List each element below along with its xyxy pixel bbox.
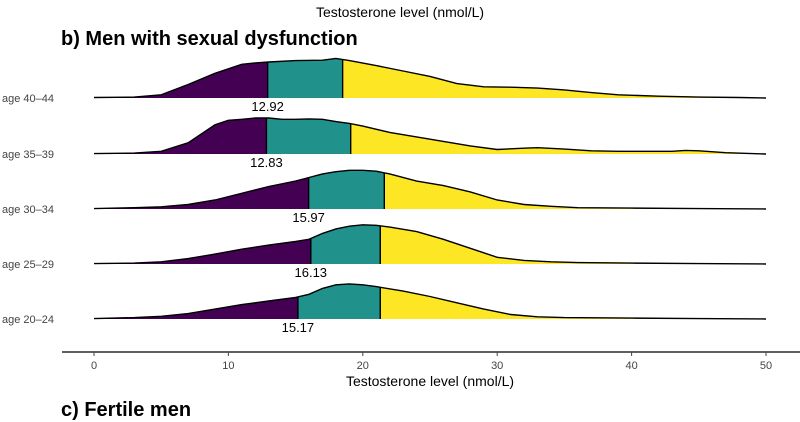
ridge-high-band xyxy=(342,59,766,98)
top-axis-title: Testosterone level (nmol/L) xyxy=(315,4,485,20)
ridge-outline xyxy=(93,283,767,320)
x-tick-label: 30 xyxy=(491,360,503,372)
ridge-mid-band xyxy=(308,170,385,209)
ridge-outline xyxy=(93,224,767,265)
ridge-low-band xyxy=(94,118,267,154)
ridge-outline xyxy=(93,57,767,99)
ridge-high-band xyxy=(350,123,766,154)
ridge-label: age 40–44 xyxy=(2,93,54,105)
x-tick-label: 40 xyxy=(625,360,637,372)
x-tick-label: 20 xyxy=(357,360,369,372)
median-label: 12.83 xyxy=(250,155,283,170)
median-label: 15.17 xyxy=(282,320,315,335)
ridge-low-band xyxy=(94,62,268,98)
panel-b-title: b) Men with sexual dysfunction xyxy=(61,28,358,50)
median-label: 16.13 xyxy=(295,265,328,280)
x-axis-title: Testosterone level (nmol/L) xyxy=(346,373,514,389)
ridge-2: age 30–34 15.97 xyxy=(2,169,767,225)
ridge-label: age 25–29 xyxy=(2,259,54,271)
median-label: 15.97 xyxy=(292,210,325,225)
median-label: 12.92 xyxy=(251,99,284,114)
ridge-4: age 20–24 15.17 xyxy=(2,283,767,335)
ridge-low-band xyxy=(94,296,298,319)
ridge-low-band xyxy=(94,177,309,209)
ridge-label: age 20–24 xyxy=(2,314,54,326)
panel-c-title: c) Fertile men xyxy=(61,399,192,421)
ridge-low-band xyxy=(94,238,311,264)
x-tick-label: 0 xyxy=(91,360,97,372)
ridge-3: age 25–29 16.13 xyxy=(2,224,767,280)
ridge-mid-band xyxy=(297,283,381,319)
x-tick-label: 10 xyxy=(222,360,234,372)
ridge-mid-band xyxy=(310,224,381,264)
ridge-high-band xyxy=(380,225,766,264)
ridge-outline xyxy=(93,117,767,155)
ridge-mid-band xyxy=(267,58,343,98)
ridge-high-band xyxy=(380,287,766,319)
ridge-0: age 40–44 12.92 xyxy=(2,57,767,114)
x-tick-label: 50 xyxy=(760,360,772,372)
ridge-1: age 35–39 12.83 xyxy=(2,117,767,170)
ridge-label: age 35–39 xyxy=(2,149,54,161)
ridge-high-band xyxy=(384,172,766,209)
ridge-mid-band xyxy=(266,118,351,154)
ridge-label: age 30–34 xyxy=(2,204,54,216)
ridge-outline xyxy=(93,169,767,210)
